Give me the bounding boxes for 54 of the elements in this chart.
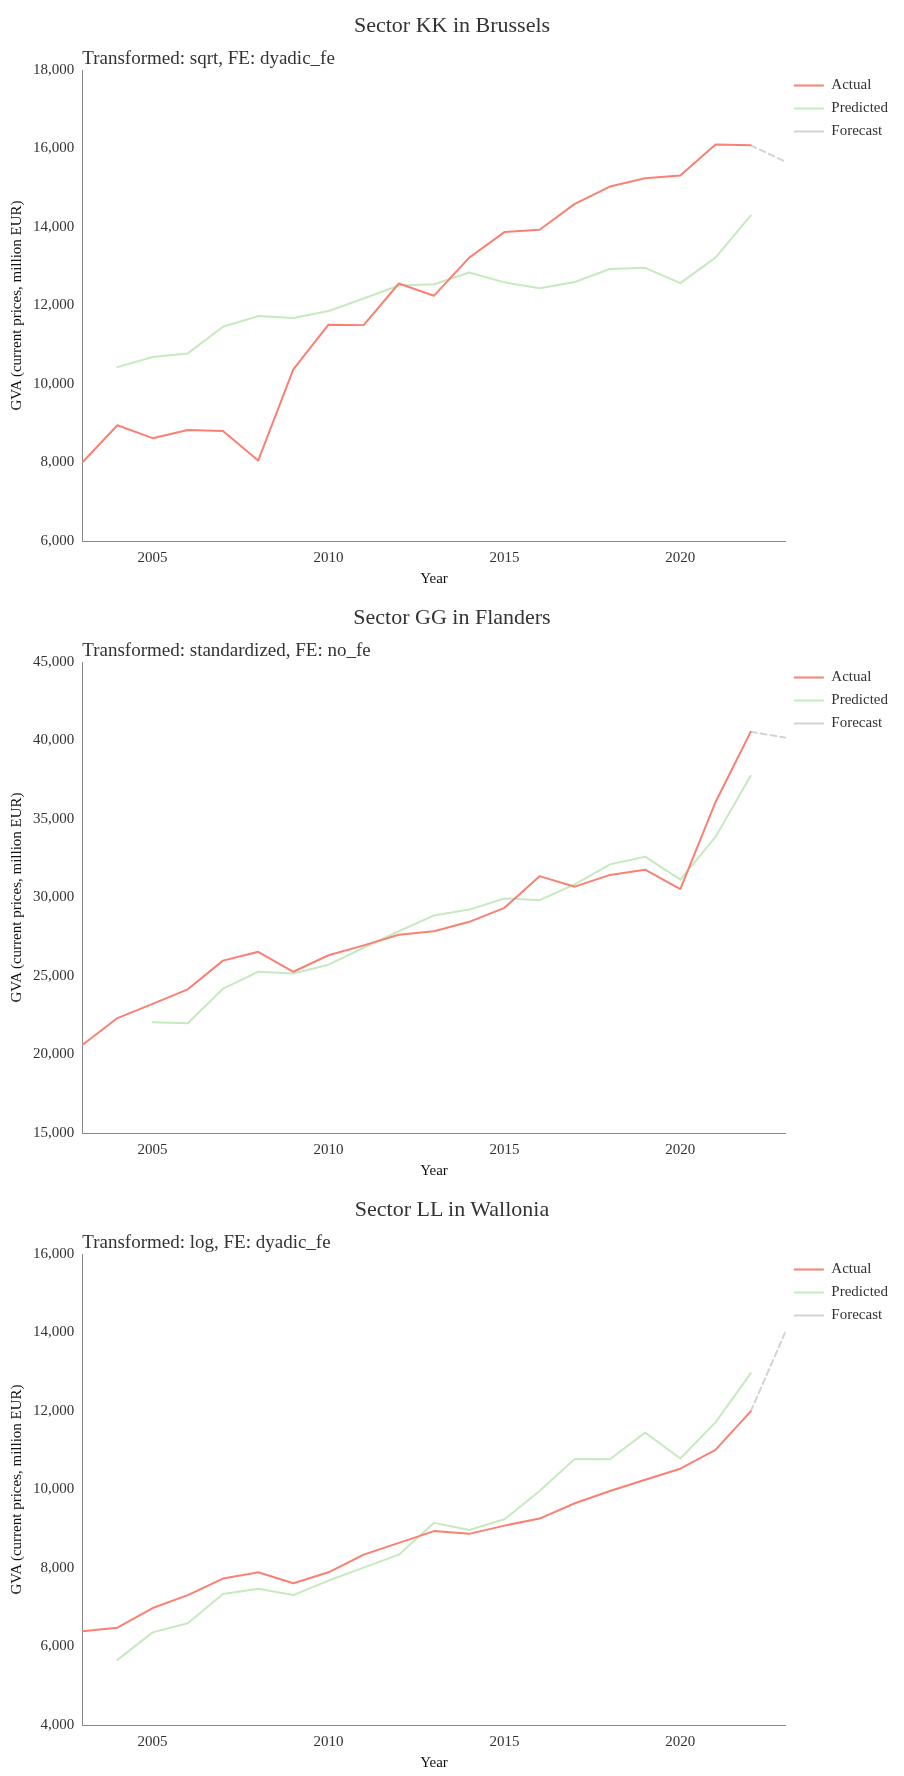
y-tick-label: 6,000 (40, 531, 75, 548)
x-tick-label: 2010 (313, 548, 344, 565)
y-tick-label: 45,000 (33, 652, 75, 669)
chart-title: Sector LL in Wallonia (353, 1196, 551, 1222)
legend-label: Predicted (831, 1283, 889, 1300)
chart-subtitle: Transformed: standardized, FE: no_fe (82, 639, 371, 661)
y-tick-label: 10,000 (33, 1480, 75, 1497)
chart-title: Sector KK in Brussels (352, 12, 552, 38)
y-tick-label: 6,000 (40, 1637, 75, 1654)
y-tick-label: 15,000 (33, 1123, 75, 1140)
y-tick-label: 8,000 (40, 1558, 75, 1575)
y-tick-label: 35,000 (33, 809, 75, 826)
y-tick-label: 14,000 (33, 1323, 75, 1340)
y-tick-label: 20,000 (33, 1045, 75, 1062)
x-axis-title: Year (420, 1753, 448, 1770)
y-tick-label: 4,000 (40, 1715, 75, 1732)
legend-label: Forecast (831, 122, 883, 139)
x-axis-title: Year (420, 569, 448, 586)
y-tick-label: 8,000 (40, 453, 75, 470)
y-axis-title: GVA (current prices, million EUR) (7, 1384, 25, 1595)
x-axis-title: Year (420, 1161, 448, 1178)
legend-label: Predicted (831, 99, 889, 116)
y-tick-label: 40,000 (33, 731, 75, 748)
y-tick-label: 12,000 (33, 296, 75, 313)
legend-label: Forecast (831, 1306, 883, 1323)
chart-title: Sector GG in Flanders (352, 604, 552, 630)
y-tick-label: 14,000 (33, 217, 75, 234)
y-axis-title: GVA (current prices, million EUR) (7, 200, 25, 411)
legend-label: Actual (831, 1260, 872, 1277)
x-tick-label: 2020 (665, 548, 696, 565)
x-tick-label: 2015 (489, 548, 520, 565)
legend-label: Predicted (831, 691, 889, 708)
chart-subtitle: Transformed: log, FE: dyadic_fe (82, 1231, 331, 1253)
x-tick-label: 2005 (137, 1732, 168, 1749)
x-tick-label: 2015 (489, 1140, 520, 1157)
legend-label: Actual (831, 76, 872, 93)
x-tick-label: 2020 (665, 1732, 696, 1749)
chart-subtitle: Transformed: sqrt, FE: dyadic_fe (82, 47, 335, 69)
x-tick-label: 2015 (489, 1732, 520, 1749)
x-tick-label: 2005 (137, 1140, 168, 1157)
y-tick-label: 18,000 (33, 60, 75, 77)
y-tick-label: 16,000 (33, 1244, 75, 1261)
x-tick-label: 2005 (137, 548, 168, 565)
legend-label: Actual (831, 668, 872, 685)
legend-label: Forecast (831, 714, 883, 731)
y-tick-label: 30,000 (33, 888, 75, 905)
y-axis-title: GVA (current prices, million EUR) (7, 792, 25, 1003)
x-tick-label: 2010 (313, 1140, 344, 1157)
x-tick-label: 2020 (665, 1140, 696, 1157)
y-tick-label: 25,000 (33, 966, 75, 983)
y-tick-label: 16,000 (33, 139, 75, 156)
y-tick-label: 10,000 (33, 374, 75, 391)
y-tick-label: 12,000 (33, 1401, 75, 1418)
x-tick-label: 2010 (313, 1732, 344, 1749)
